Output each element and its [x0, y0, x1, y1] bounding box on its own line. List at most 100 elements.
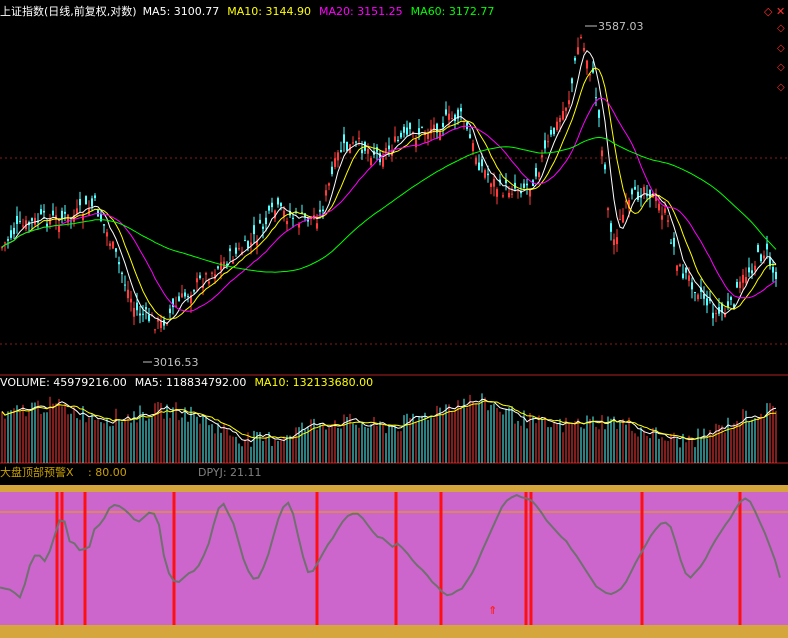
- candle-body: [355, 141, 357, 143]
- candle-body: [694, 292, 696, 294]
- high-label: 3587.03: [598, 20, 644, 33]
- candle-body: [133, 307, 135, 317]
- candle-body: [268, 206, 270, 211]
- candle-body: [112, 241, 114, 249]
- candle-body: [760, 254, 762, 262]
- candle-body: [292, 217, 294, 220]
- moving-average-lines: [1, 49, 777, 325]
- candle-body: [766, 243, 768, 250]
- candle-body: [565, 107, 567, 111]
- warning-signal-lines: [55, 492, 742, 625]
- candle-body: [646, 194, 648, 196]
- candle-body: [511, 193, 513, 195]
- candle-body: [535, 167, 537, 177]
- candle-body: [274, 210, 276, 219]
- candle-body: [772, 267, 774, 273]
- candle-body: [544, 140, 546, 149]
- indicator-readout: MA10: 3144.90: [227, 5, 311, 18]
- candle-body: [277, 198, 279, 205]
- candle-body: [598, 110, 600, 118]
- candle-body: [478, 162, 480, 171]
- candle-body: [574, 57, 576, 61]
- candle-body: [340, 150, 342, 152]
- volume-ma10-line: [1, 400, 776, 440]
- candle-body: [454, 114, 456, 121]
- volume-ma-lines: [1, 398, 777, 443]
- candle-body: [301, 212, 303, 214]
- candle-body: [250, 242, 252, 246]
- candle-body: [40, 209, 42, 215]
- candle-body: [538, 172, 540, 178]
- diamond-icon[interactable]: ◇: [764, 5, 773, 18]
- candle-body: [136, 302, 138, 311]
- candle-body: [400, 132, 402, 138]
- candle-body: [124, 284, 126, 286]
- candle-body: [397, 139, 399, 142]
- candle-body: [52, 210, 54, 216]
- candle-body: [196, 278, 198, 283]
- candle-body: [553, 127, 555, 135]
- candle-body: [742, 274, 744, 283]
- candle-body: [577, 47, 579, 55]
- sidebar-up-icon[interactable]: ◇: [777, 43, 785, 54]
- candle-body: [655, 196, 657, 202]
- candle-body: [679, 264, 681, 267]
- candle-body: [16, 215, 18, 225]
- candle-body: [178, 296, 180, 302]
- candle-body: [7, 239, 9, 241]
- candle-body: [205, 273, 207, 275]
- candle-body: [529, 188, 531, 197]
- candle-body: [451, 118, 453, 120]
- candle-body: [130, 298, 132, 303]
- volume-bars: [1, 393, 777, 463]
- candle-body: [157, 318, 159, 322]
- candle-body: [445, 109, 447, 115]
- candle-body: [745, 277, 747, 283]
- candle-body: [214, 274, 216, 279]
- candle-body: [307, 218, 309, 222]
- candle-body: [649, 189, 651, 199]
- candle-body: [100, 213, 102, 221]
- candle-body: [328, 183, 330, 186]
- candle-body: [385, 148, 387, 152]
- candle-body: [706, 298, 708, 306]
- candle-body: [118, 262, 120, 265]
- candle-body: [298, 224, 300, 228]
- candle-body: [289, 210, 291, 216]
- candle-body: [142, 313, 144, 315]
- candle-body: [283, 210, 285, 217]
- candle-body: [703, 294, 705, 299]
- candle-body: [733, 304, 735, 309]
- candle-body: [520, 191, 522, 194]
- candle-body: [262, 226, 264, 229]
- candle-body: [103, 224, 105, 226]
- ma20-line: [1, 97, 777, 312]
- candle-body: [709, 298, 711, 301]
- close-icon[interactable]: ✕: [776, 5, 785, 18]
- candle-body: [499, 179, 501, 183]
- candle-body: [79, 198, 81, 206]
- candle-body: [370, 157, 372, 166]
- candle-body: [127, 289, 129, 299]
- candle-body: [628, 200, 630, 209]
- collapse-icon[interactable]: ◇: [777, 23, 785, 34]
- candle-body: [121, 272, 123, 275]
- candle-body: [481, 159, 483, 167]
- candle-body: [436, 123, 438, 133]
- candle-body: [601, 150, 603, 157]
- sidebar-down-icon[interactable]: ◇: [777, 62, 785, 73]
- sidebar-settings-icon[interactable]: ◇: [777, 82, 785, 93]
- candle-body: [271, 202, 273, 208]
- candle-body: [586, 60, 588, 69]
- candle-body: [730, 297, 732, 300]
- candle-body: [211, 272, 213, 274]
- candle-body: [418, 128, 420, 135]
- indicator-readout: MA60: 3172.77: [411, 5, 495, 18]
- candle-body: [604, 164, 606, 170]
- candle-body: [163, 319, 165, 326]
- candle-body: [229, 248, 231, 252]
- candle-body: [427, 132, 429, 139]
- candle-body: [490, 183, 492, 187]
- candle-body: [13, 227, 15, 235]
- candle-body: [184, 292, 186, 297]
